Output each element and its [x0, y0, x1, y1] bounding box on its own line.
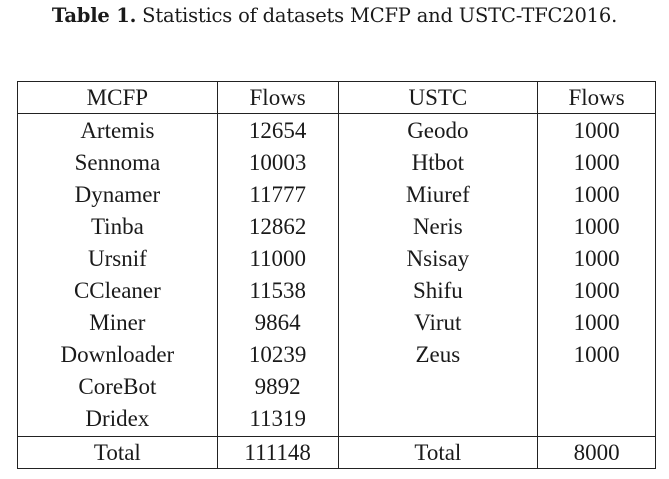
- table-row: Miner 9864 Virut 1000: [17, 307, 656, 339]
- header-ustc: USTC: [337, 81, 539, 114]
- mcfp-total-label: Total: [17, 436, 218, 469]
- ustc-flows: [537, 403, 656, 437]
- ustc-flows: 1000: [537, 275, 656, 307]
- mcfp-flows: 10003: [216, 147, 339, 179]
- caption-text: Statistics of datasets MCFP and USTC-TFC…: [142, 4, 618, 27]
- mcfp-class: Dridex: [17, 403, 218, 437]
- dataset-statistics-table: MCFP Flows USTC Flows Artemis 12654 Geod…: [17, 81, 656, 469]
- table-row: Sennoma 10003 Htbot 1000: [17, 147, 656, 179]
- ustc-class: [337, 371, 539, 403]
- ustc-class: Virut: [337, 307, 539, 339]
- mcfp-class: Dynamer: [17, 179, 218, 211]
- mcfp-flows: 12654: [216, 113, 339, 147]
- table-row: Dynamer 11777 Miuref 1000: [17, 179, 656, 211]
- mcfp-flows: 12862: [216, 211, 339, 243]
- mcfp-flows: 10239: [216, 339, 339, 371]
- mcfp-flows: 9892: [216, 371, 339, 403]
- table-row: Tinba 12862 Neris 1000: [17, 211, 656, 243]
- ustc-flows: 1000: [537, 147, 656, 179]
- mcfp-flows: 11777: [216, 179, 339, 211]
- mcfp-class: Artemis: [17, 113, 218, 147]
- ustc-flows: 1000: [537, 243, 656, 275]
- ustc-class: Zeus: [337, 339, 539, 371]
- ustc-total-flows: 8000: [537, 436, 656, 469]
- header-mcfp: MCFP: [17, 81, 218, 114]
- ustc-flows: 1000: [537, 179, 656, 211]
- mcfp-flows: 11319: [216, 403, 339, 437]
- mcfp-class: Miner: [17, 307, 218, 339]
- mcfp-total-flows: 111148: [216, 436, 339, 469]
- ustc-total-label: Total: [337, 436, 539, 469]
- mcfp-class: CoreBot: [17, 371, 218, 403]
- mcfp-flows: 11538: [216, 275, 339, 307]
- header-row: MCFP Flows USTC Flows: [17, 81, 656, 114]
- ustc-class: Htbot: [337, 147, 539, 179]
- table-row: Artemis 12654 Geodo 1000: [17, 113, 656, 147]
- ustc-flows: 1000: [537, 339, 656, 371]
- mcfp-flows: 9864: [216, 307, 339, 339]
- ustc-class: Geodo: [337, 113, 539, 147]
- mcfp-class: Downloader: [17, 339, 218, 371]
- ustc-class: [337, 403, 539, 437]
- table-row: Dridex 11319: [17, 403, 656, 437]
- ustc-flows: 1000: [537, 307, 656, 339]
- total-row: Total 111148 Total 8000: [17, 436, 656, 469]
- mcfp-flows: 11000: [216, 243, 339, 275]
- table-caption: Table 1. Statistics of datasets MCFP and …: [0, 4, 669, 27]
- header-mcfp-flows: Flows: [216, 81, 339, 114]
- mcfp-class: Ursnif: [17, 243, 218, 275]
- ustc-flows: 1000: [537, 113, 656, 147]
- table-row: CoreBot 9892: [17, 371, 656, 403]
- table-row: Downloader 10239 Zeus 1000: [17, 339, 656, 371]
- mcfp-class: Tinba: [17, 211, 218, 243]
- header-ustc-flows: Flows: [537, 81, 656, 114]
- ustc-class: Neris: [337, 211, 539, 243]
- ustc-class: Miuref: [337, 179, 539, 211]
- ustc-class: Shifu: [337, 275, 539, 307]
- table-row: Ursnif 11000 Nsisay 1000: [17, 243, 656, 275]
- ustc-flows: 1000: [537, 211, 656, 243]
- mcfp-class: CCleaner: [17, 275, 218, 307]
- ustc-class: Nsisay: [337, 243, 539, 275]
- table-row: CCleaner 11538 Shifu 1000: [17, 275, 656, 307]
- caption-label: Table 1.: [51, 4, 137, 27]
- mcfp-class: Sennoma: [17, 147, 218, 179]
- ustc-flows: [537, 371, 656, 403]
